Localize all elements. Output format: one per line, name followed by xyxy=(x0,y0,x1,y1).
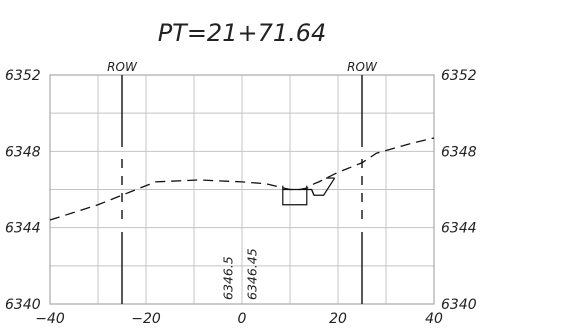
vertical-labels: 6346.5 6346.45 xyxy=(220,248,259,300)
template-sections xyxy=(282,177,336,206)
y-tick-label-right: 6344 xyxy=(441,221,477,237)
y-tick-label-right: 6348 xyxy=(441,144,477,160)
x-tick-label: 20 xyxy=(329,311,347,327)
elevation-label: 6346.45 xyxy=(244,248,259,300)
x-tick-label: −40 xyxy=(35,311,65,327)
y-tick-label-left: 6344 xyxy=(5,221,41,237)
template-segment xyxy=(282,185,308,206)
y-tick-label-left: 6352 xyxy=(5,68,41,84)
plot-frame xyxy=(49,74,435,305)
grid xyxy=(49,74,435,305)
row-label: ROW xyxy=(107,60,138,74)
x-tick-label: 40 xyxy=(425,311,443,327)
y-tick-label-right: 6340 xyxy=(441,297,477,313)
y-tick-label-left: 6340 xyxy=(5,297,41,313)
y-tick-label-right: 6352 xyxy=(441,68,477,84)
x-tick-label: 0 xyxy=(238,311,247,327)
template-segment xyxy=(311,189,315,196)
row-lines: ROW ROW xyxy=(107,60,378,304)
y-tick-label-left: 6348 xyxy=(5,144,41,160)
row-label: ROW xyxy=(347,60,378,74)
x-tick-label: −20 xyxy=(131,311,161,327)
elevation-label: 6346.5 xyxy=(220,256,235,300)
chart-title: PT=21+71.64 xyxy=(158,19,327,47)
template-segment xyxy=(282,177,336,196)
